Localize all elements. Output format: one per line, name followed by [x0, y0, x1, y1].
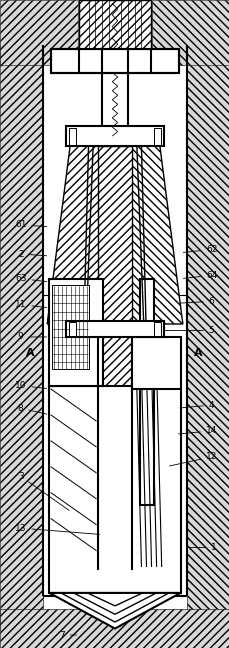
Bar [132, 337, 180, 389]
Bar [49, 279, 103, 386]
Text: 63: 63 [15, 274, 46, 283]
Text: 62: 62 [183, 245, 216, 254]
Polygon shape [187, 45, 229, 629]
Polygon shape [0, 0, 78, 65]
Text: 4: 4 [179, 400, 213, 410]
Bar [153, 128, 160, 145]
Text: 61: 61 [15, 220, 46, 229]
Bar [69, 128, 76, 145]
Text: 64: 64 [183, 271, 216, 280]
Text: 9: 9 [18, 332, 46, 341]
Text: 3: 3 [18, 472, 69, 511]
Text: A: A [25, 348, 34, 358]
Bar [50, 49, 179, 73]
Text: 13: 13 [15, 524, 99, 535]
Bar [79, 0, 150, 49]
Text: 10: 10 [15, 381, 46, 390]
Polygon shape [49, 593, 180, 629]
Bar [69, 322, 76, 336]
Polygon shape [97, 324, 132, 570]
Bar [65, 126, 164, 146]
Text: 6: 6 [156, 297, 214, 306]
Bar [52, 285, 88, 369]
Text: 12: 12 [169, 452, 216, 466]
Bar [153, 322, 160, 336]
Text: 8: 8 [18, 404, 46, 414]
Polygon shape [151, 0, 229, 65]
Polygon shape [0, 45, 42, 629]
Text: 5: 5 [156, 326, 214, 335]
Polygon shape [47, 146, 102, 324]
Text: 7: 7 [59, 631, 76, 640]
Polygon shape [97, 146, 132, 324]
Text: 14: 14 [178, 426, 216, 435]
Bar [140, 279, 153, 505]
Text: A: A [193, 348, 201, 358]
Bar [65, 321, 164, 337]
Text: 11: 11 [15, 300, 46, 309]
Polygon shape [127, 146, 182, 324]
Bar [49, 386, 180, 593]
Text: 2: 2 [18, 249, 46, 259]
Polygon shape [0, 609, 229, 648]
Text: 1: 1 [189, 543, 216, 552]
